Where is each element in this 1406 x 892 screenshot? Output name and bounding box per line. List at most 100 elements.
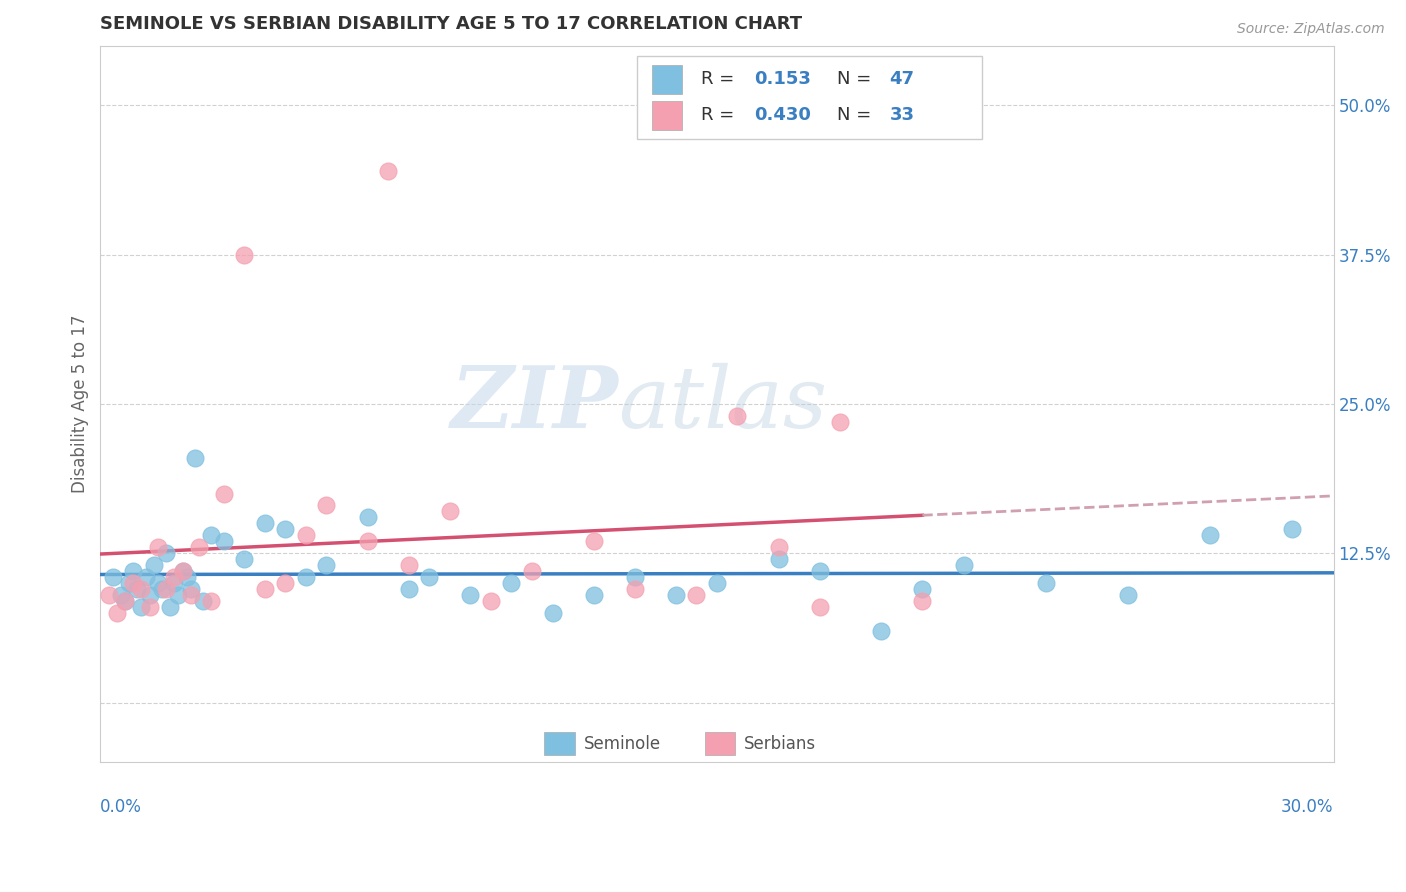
Y-axis label: Disability Age 5 to 17: Disability Age 5 to 17 bbox=[72, 315, 89, 493]
Text: Serbians: Serbians bbox=[744, 735, 817, 754]
Point bbox=[315, 558, 337, 573]
Point bbox=[398, 582, 420, 596]
Point bbox=[159, 599, 181, 614]
Point bbox=[315, 499, 337, 513]
Point bbox=[582, 534, 605, 549]
Point bbox=[146, 576, 169, 591]
Point bbox=[118, 576, 141, 591]
Text: N =: N = bbox=[837, 70, 876, 88]
Point bbox=[952, 558, 974, 573]
Point bbox=[479, 594, 502, 608]
Text: 0.0%: 0.0% bbox=[100, 798, 142, 816]
Point bbox=[138, 599, 160, 614]
Point bbox=[191, 594, 214, 608]
Point bbox=[623, 582, 645, 596]
Point bbox=[135, 570, 157, 584]
Point bbox=[295, 528, 318, 542]
Point bbox=[172, 564, 194, 578]
Point bbox=[163, 570, 186, 584]
Point bbox=[212, 486, 235, 500]
Point bbox=[163, 576, 186, 591]
Point bbox=[727, 409, 749, 423]
Bar bbox=[704, 732, 735, 755]
Point bbox=[808, 599, 831, 614]
Point bbox=[685, 588, 707, 602]
Point bbox=[706, 576, 728, 591]
Text: R =: R = bbox=[702, 106, 740, 124]
Point bbox=[458, 588, 481, 602]
Text: SEMINOLE VS SERBIAN DISABILITY AGE 5 TO 17 CORRELATION CHART: SEMINOLE VS SERBIAN DISABILITY AGE 5 TO … bbox=[100, 15, 803, 33]
Text: 0.153: 0.153 bbox=[754, 70, 811, 88]
Point bbox=[155, 546, 177, 560]
Point bbox=[1199, 528, 1222, 542]
Point bbox=[114, 594, 136, 608]
Point bbox=[274, 522, 297, 536]
Point bbox=[418, 570, 440, 584]
Point bbox=[1281, 522, 1303, 536]
Point bbox=[233, 552, 256, 566]
Point bbox=[253, 516, 276, 531]
Point bbox=[274, 576, 297, 591]
Point bbox=[184, 450, 207, 465]
Point bbox=[377, 164, 399, 178]
Point bbox=[138, 588, 160, 602]
Point bbox=[233, 247, 256, 261]
Point bbox=[176, 570, 198, 584]
Point bbox=[180, 582, 202, 596]
Point bbox=[167, 588, 190, 602]
Point bbox=[439, 504, 461, 518]
Point bbox=[768, 552, 790, 566]
Point bbox=[541, 606, 564, 620]
Bar bbox=[651, 101, 682, 129]
Point bbox=[122, 564, 145, 578]
Point bbox=[356, 510, 378, 524]
Point bbox=[127, 582, 149, 596]
Text: atlas: atlas bbox=[619, 363, 827, 445]
Point bbox=[97, 588, 120, 602]
Point bbox=[501, 576, 523, 591]
Text: 30.0%: 30.0% bbox=[1281, 798, 1333, 816]
Bar bbox=[544, 732, 575, 755]
Point bbox=[146, 541, 169, 555]
Point bbox=[212, 534, 235, 549]
Point bbox=[188, 541, 211, 555]
Point bbox=[582, 588, 605, 602]
Point bbox=[808, 564, 831, 578]
Point bbox=[110, 588, 132, 602]
Point bbox=[150, 582, 173, 596]
Point bbox=[623, 570, 645, 584]
Point bbox=[172, 564, 194, 578]
Text: R =: R = bbox=[702, 70, 740, 88]
Point bbox=[253, 582, 276, 596]
Point bbox=[122, 576, 145, 591]
Point bbox=[665, 588, 688, 602]
Point bbox=[131, 599, 153, 614]
Point bbox=[142, 558, 165, 573]
Point bbox=[105, 606, 128, 620]
Point bbox=[911, 582, 934, 596]
FancyBboxPatch shape bbox=[637, 56, 981, 139]
Point bbox=[830, 415, 852, 429]
Point bbox=[870, 624, 893, 638]
Point bbox=[398, 558, 420, 573]
Point bbox=[295, 570, 318, 584]
Text: Source: ZipAtlas.com: Source: ZipAtlas.com bbox=[1237, 22, 1385, 37]
Point bbox=[180, 588, 202, 602]
Point bbox=[356, 534, 378, 549]
Text: 33: 33 bbox=[890, 106, 914, 124]
Text: 47: 47 bbox=[890, 70, 914, 88]
Bar bbox=[651, 65, 682, 94]
Point bbox=[768, 541, 790, 555]
Text: Seminole: Seminole bbox=[583, 735, 661, 754]
Point bbox=[101, 570, 124, 584]
Point bbox=[200, 528, 222, 542]
Point bbox=[520, 564, 543, 578]
Point bbox=[1116, 588, 1139, 602]
Point bbox=[155, 582, 177, 596]
Point bbox=[1035, 576, 1057, 591]
Text: ZIP: ZIP bbox=[450, 362, 619, 446]
Point bbox=[200, 594, 222, 608]
Point bbox=[911, 594, 934, 608]
Point bbox=[114, 594, 136, 608]
Point bbox=[131, 582, 153, 596]
